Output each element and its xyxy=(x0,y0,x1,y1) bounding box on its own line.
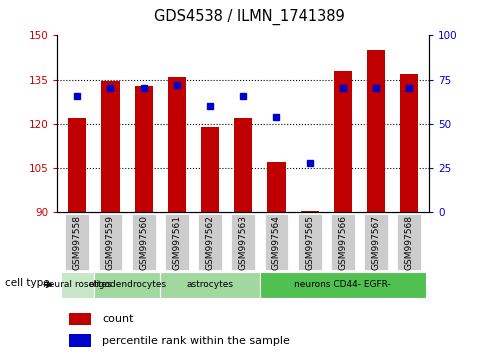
FancyBboxPatch shape xyxy=(98,214,122,270)
FancyBboxPatch shape xyxy=(232,214,255,270)
FancyBboxPatch shape xyxy=(94,272,160,298)
Text: cell type: cell type xyxy=(4,278,49,288)
Text: count: count xyxy=(102,314,134,324)
Text: GSM997565: GSM997565 xyxy=(305,215,314,270)
Text: GSM997561: GSM997561 xyxy=(172,215,181,270)
Bar xyxy=(234,118,252,212)
Bar xyxy=(367,50,385,212)
Text: oligodendrocytes: oligodendrocytes xyxy=(88,280,166,289)
FancyBboxPatch shape xyxy=(165,214,189,270)
Text: GSM997559: GSM997559 xyxy=(106,215,115,270)
Text: GDS4538 / ILMN_1741389: GDS4538 / ILMN_1741389 xyxy=(154,9,345,25)
Bar xyxy=(68,334,91,347)
FancyBboxPatch shape xyxy=(331,214,355,270)
Bar xyxy=(400,74,418,212)
Text: GSM997566: GSM997566 xyxy=(338,215,347,270)
Text: neural rosettes: neural rosettes xyxy=(43,280,112,289)
Text: GSM997567: GSM997567 xyxy=(372,215,381,270)
Bar xyxy=(135,86,153,212)
FancyBboxPatch shape xyxy=(65,214,89,270)
FancyBboxPatch shape xyxy=(298,214,321,270)
Bar xyxy=(168,77,186,212)
Bar xyxy=(68,118,86,212)
Bar xyxy=(300,211,319,212)
Text: astrocytes: astrocytes xyxy=(187,280,234,289)
FancyBboxPatch shape xyxy=(61,272,94,298)
Text: GSM997564: GSM997564 xyxy=(272,215,281,270)
Bar xyxy=(68,313,91,325)
Text: GSM997560: GSM997560 xyxy=(139,215,148,270)
Bar xyxy=(334,71,352,212)
FancyBboxPatch shape xyxy=(264,214,288,270)
FancyBboxPatch shape xyxy=(364,214,388,270)
FancyBboxPatch shape xyxy=(132,214,156,270)
Text: GSM997563: GSM997563 xyxy=(239,215,248,270)
Bar xyxy=(101,81,120,212)
Text: GSM997562: GSM997562 xyxy=(206,215,215,270)
Text: GSM997568: GSM997568 xyxy=(405,215,414,270)
Text: percentile rank within the sample: percentile rank within the sample xyxy=(102,336,290,346)
Bar xyxy=(267,162,285,212)
FancyBboxPatch shape xyxy=(397,214,421,270)
Bar xyxy=(201,127,219,212)
FancyBboxPatch shape xyxy=(260,272,426,298)
FancyBboxPatch shape xyxy=(198,214,222,270)
FancyBboxPatch shape xyxy=(160,272,260,298)
Text: GSM997558: GSM997558 xyxy=(73,215,82,270)
Text: neurons CD44- EGFR-: neurons CD44- EGFR- xyxy=(294,280,391,289)
